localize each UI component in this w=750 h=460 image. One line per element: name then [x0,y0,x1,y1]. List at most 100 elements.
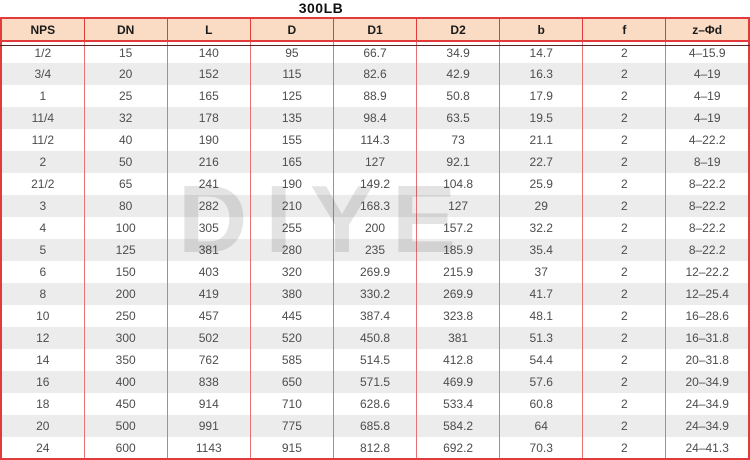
table-cell: 14.7 [499,41,584,63]
table-row: 5 125 381 280 235 185.9 35.4 2 8–22.2 [0,239,750,261]
table-cell: 2 [582,349,667,371]
table-cell: 520 [249,327,334,349]
table-row: 6 150 403 320 269.9 215.9 37 2 12–22.2 [0,261,750,283]
table-cell: 457 [166,305,251,327]
table-cell: 65 [83,173,168,195]
table-cell: 914 [166,393,251,415]
table-cell: 2 [582,437,667,460]
table-cell: 915 [249,437,334,460]
table-cell: 12 [0,327,85,349]
table-cell: 2 [582,107,667,129]
header-row: NPS DN L D D1 D2 b f z–Φd [0,17,750,42]
table-cell: 29 [499,195,584,217]
table-cell: 584.2 [416,415,501,437]
table-cell: 710 [249,393,334,415]
table-cell: 125 [83,239,168,261]
table-cell: 48.1 [499,305,584,327]
table-cell: 2 [582,415,667,437]
table-row: 11/4 32 178 135 98.4 63.5 19.5 2 4–19 [0,107,750,129]
table-cell: 2 [582,151,667,173]
table-cell: 190 [249,173,334,195]
table-cell: 16–28.6 [665,305,750,327]
table-cell: 4–19 [665,107,750,129]
table-cell: 350 [83,349,168,371]
table-cell: 2 [0,151,85,173]
table-cell: 50 [83,151,168,173]
table-cell: 282 [166,195,251,217]
table-cell: 685.8 [332,415,418,437]
table-cell: 16–31.8 [665,327,750,349]
table-cell: 216 [166,151,251,173]
table-cell: 200 [83,283,168,305]
table-cell: 2 [582,305,667,327]
table-cell: 41.7 [499,283,584,305]
table-cell: 64 [499,415,584,437]
table-cell: 165 [166,85,251,107]
table-row: 16 400 838 650 571.5 469.9 57.6 2 20–34.9 [0,371,750,393]
col-header-nps: NPS [0,17,85,42]
table-cell: 104.8 [416,173,501,195]
table-cell: 127 [416,195,501,217]
table-cell: 200 [332,217,418,239]
table-body: 1/2 15 140 95 66.7 34.9 14.7 2 4–15.9 3/4 20 152 115… [0,41,750,460]
table-row: 4 100 305 255 200 157.2 32.2 2 8–22.2 [0,217,750,239]
table-row: 24 600 1143 915 812.8 692.2 70.3 2 24–41.3 [0,437,750,460]
table-cell: 8–22.2 [665,239,750,261]
table-cell: 380 [249,283,334,305]
table-row: 10 250 457 445 387.4 323.8 48.1 2 16–28.6 [0,305,750,327]
table-cell: 12–22.2 [665,261,750,283]
table-row: 2 50 216 165 127 92.1 22.7 2 8–19 [0,151,750,173]
table-cell: 4 [0,217,85,239]
col-header-b: b [499,17,584,42]
table-cell: 11/2 [0,129,85,151]
table-cell: 20–34.9 [665,371,750,393]
table-cell: 14 [0,349,85,371]
table-cell: 2 [582,41,667,63]
table-cell: 2 [582,217,667,239]
table-cell: 250 [83,305,168,327]
table-row: 14 350 762 585 514.5 412.8 54.4 2 20–31.8 [0,349,750,371]
table-cell: 50.8 [416,85,501,107]
col-header-d1: D1 [332,17,418,42]
table-cell: 812.8 [332,437,418,460]
table-cell: 20 [0,415,85,437]
table-cell: 6 [0,261,85,283]
table-cell: 692.2 [416,437,501,460]
table-cell: 82.6 [332,63,418,85]
table-cell: 387.4 [332,305,418,327]
table-cell: 25.9 [499,173,584,195]
table-cell: 2 [582,239,667,261]
table-cell: 991 [166,415,251,437]
table-cell: 450 [83,393,168,415]
table-cell: 533.4 [416,393,501,415]
table-cell: 500 [83,415,168,437]
table-cell: 330.2 [332,283,418,305]
table-cell: 2 [582,63,667,85]
col-header-f: f [582,17,667,42]
table-cell: 412.8 [416,349,501,371]
table-cell: 152 [166,63,251,85]
table-cell: 300 [83,327,168,349]
table-cell: 1 [0,85,85,107]
table-cell: 24–34.9 [665,393,750,415]
table-cell: 2 [582,173,667,195]
table-cell: 269.9 [332,261,418,283]
table-cell: 178 [166,107,251,129]
table-cell: 2 [582,129,667,151]
table-cell: 3 [0,195,85,217]
table-cell: 51.3 [499,327,584,349]
table-cell: 24–41.3 [665,437,750,460]
table-cell: 115 [249,63,334,85]
table-cell: 269.9 [416,283,501,305]
table-cell: 3/4 [0,63,85,85]
table-cell: 5 [0,239,85,261]
table-cell: 280 [249,239,334,261]
table-cell: 469.9 [416,371,501,393]
pressure-class-title: 300LB [298,0,344,16]
table-cell: 2 [582,283,667,305]
table-cell: 8–22.2 [665,173,750,195]
table-cell: 450.8 [332,327,418,349]
table-cell: 168.3 [332,195,418,217]
col-header-dn: DN [83,17,168,42]
